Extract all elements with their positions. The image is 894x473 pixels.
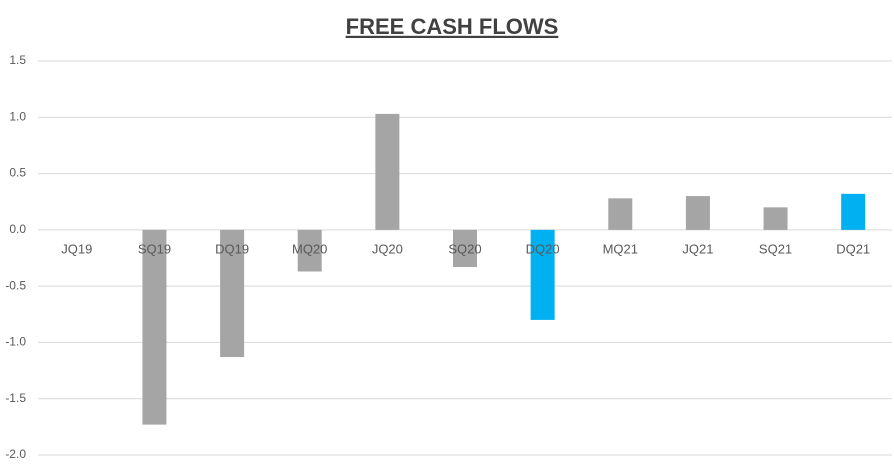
x-tick-label: SQ21 [759, 241, 792, 256]
x-tick-label: DQ20 [526, 241, 560, 256]
y-tick-label: -1.0 [5, 335, 26, 349]
bar [220, 229, 245, 358]
x-tick-label: MQ21 [603, 241, 638, 256]
y-tick-label: 0.5 [9, 166, 26, 180]
x-tick-label: JQ21 [682, 241, 713, 256]
bar [763, 207, 788, 230]
bar [375, 113, 400, 230]
bar [530, 229, 555, 320]
chart-title: FREE CASH FLOWS [346, 14, 559, 39]
x-tick-label: JQ20 [372, 241, 403, 256]
bar [608, 198, 633, 230]
y-tick-label: -2.0 [5, 447, 26, 461]
bar [142, 229, 167, 425]
y-tick-label: -1.5 [5, 391, 26, 405]
bar [685, 196, 710, 230]
y-tick-label: 0.0 [9, 222, 26, 236]
y-tick-label: 1.5 [9, 53, 26, 67]
x-tick-label: DQ19 [215, 241, 249, 256]
x-tick-label: MQ20 [292, 241, 327, 256]
x-tick-label: JQ19 [61, 241, 92, 256]
bar [297, 229, 322, 272]
bar [453, 229, 477, 268]
x-tick-label: SQ19 [138, 241, 171, 256]
bar [841, 193, 866, 230]
x-tick-label: DQ21 [836, 241, 870, 256]
y-tick-label: 1.0 [9, 109, 26, 123]
y-tick-label: -0.5 [5, 278, 26, 292]
x-tick-label: SQ20 [448, 241, 481, 256]
